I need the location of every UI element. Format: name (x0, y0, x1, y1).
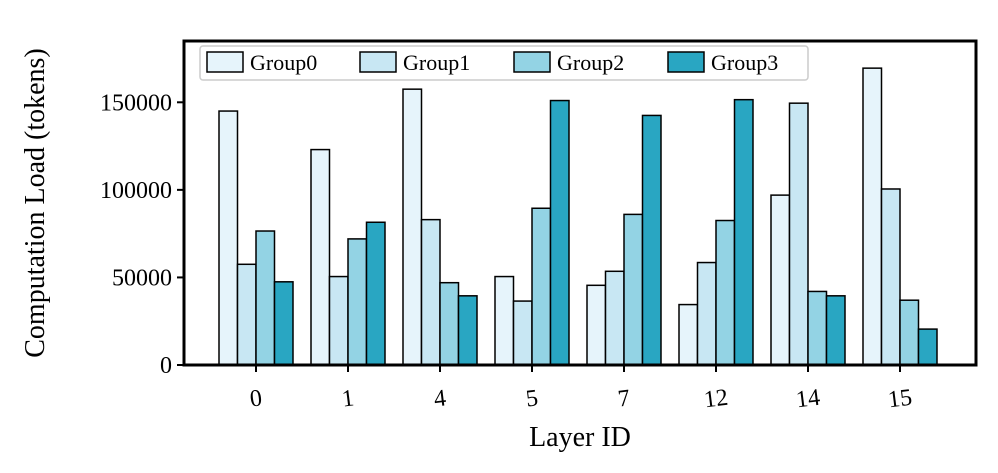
bar-group2-layer-12 (715, 219, 736, 366)
bar-group2-layer-0 (255, 230, 276, 366)
bar-group0-layer-7 (586, 284, 607, 366)
bar-group3-layer-15 (917, 328, 938, 366)
x-axis-label: Layer ID (529, 422, 631, 453)
bar-group0-layer-14 (770, 194, 791, 366)
x-tick-label: 0 (248, 385, 263, 412)
legend-box (199, 45, 809, 81)
plot-frame (182, 39, 978, 367)
bar-group1-layer-5 (512, 300, 533, 366)
bar-group1-layer-4 (420, 218, 441, 366)
x-tick-label: 7 (616, 385, 631, 412)
bar-group3-layer-1 (365, 221, 386, 366)
bar-group0-layer-4 (402, 88, 423, 366)
x-tick-label: 15 (887, 385, 914, 414)
bar-group2-layer-1 (347, 238, 368, 366)
y-axis-label: Computation Load (tokens) (20, 48, 51, 358)
bar-group3-layer-12 (733, 98, 754, 366)
bar-group2-layer-14 (807, 290, 828, 366)
legend-swatch-group3 (667, 51, 705, 73)
x-tick-label: 5 (524, 385, 539, 412)
y-tick-label: 100000 (100, 178, 172, 204)
bar-group2-layer-7 (623, 213, 644, 366)
bar-group2-layer-15 (899, 299, 920, 366)
bar-group2-layer-5 (531, 207, 552, 366)
bars-group (218, 67, 938, 366)
bar-group3-layer-4 (457, 295, 478, 366)
x-tick-label: 12 (703, 385, 730, 414)
y-tick-label: 50000 (112, 265, 172, 291)
bar-group3-layer-14 (825, 295, 846, 366)
bar-group1-layer-15 (880, 188, 901, 366)
bar-group0-layer-15 (862, 67, 883, 366)
bar-group3-layer-0 (273, 281, 294, 366)
y-tick-label: 150000 (100, 90, 172, 116)
x-tick-label: 4 (432, 385, 447, 412)
bar-group1-layer-14 (788, 102, 809, 366)
y-tick-label: 0 (160, 353, 172, 379)
x-tick-label: 14 (795, 385, 822, 414)
legend-swatch-group1 (359, 51, 397, 73)
legend: Group0 Group1 Group2 Group3 (199, 45, 809, 81)
legend-label-group3: Group3 (711, 50, 778, 75)
bar-group0-layer-5 (494, 275, 515, 366)
bar-group3-layer-5 (549, 99, 570, 366)
bar-group0-layer-1 (310, 148, 331, 366)
legend-label-group2: Group2 (557, 50, 624, 75)
bar-group1-layer-0 (236, 263, 257, 366)
legend-swatch-group2 (513, 51, 551, 73)
bar-group1-layer-12 (696, 261, 717, 366)
legend-label-group1: Group1 (403, 50, 470, 75)
bar-group3-layer-7 (641, 114, 662, 366)
bar-group1-layer-1 (328, 275, 349, 366)
bar-group2-layer-4 (439, 281, 460, 366)
bar-group1-layer-7 (604, 270, 625, 366)
bar-group0-layer-0 (218, 110, 239, 366)
legend-label-group0: Group0 (250, 50, 317, 75)
bar-group0-layer-12 (678, 303, 699, 366)
x-tick-label: 1 (340, 385, 355, 412)
legend-swatch-group0 (206, 51, 244, 73)
